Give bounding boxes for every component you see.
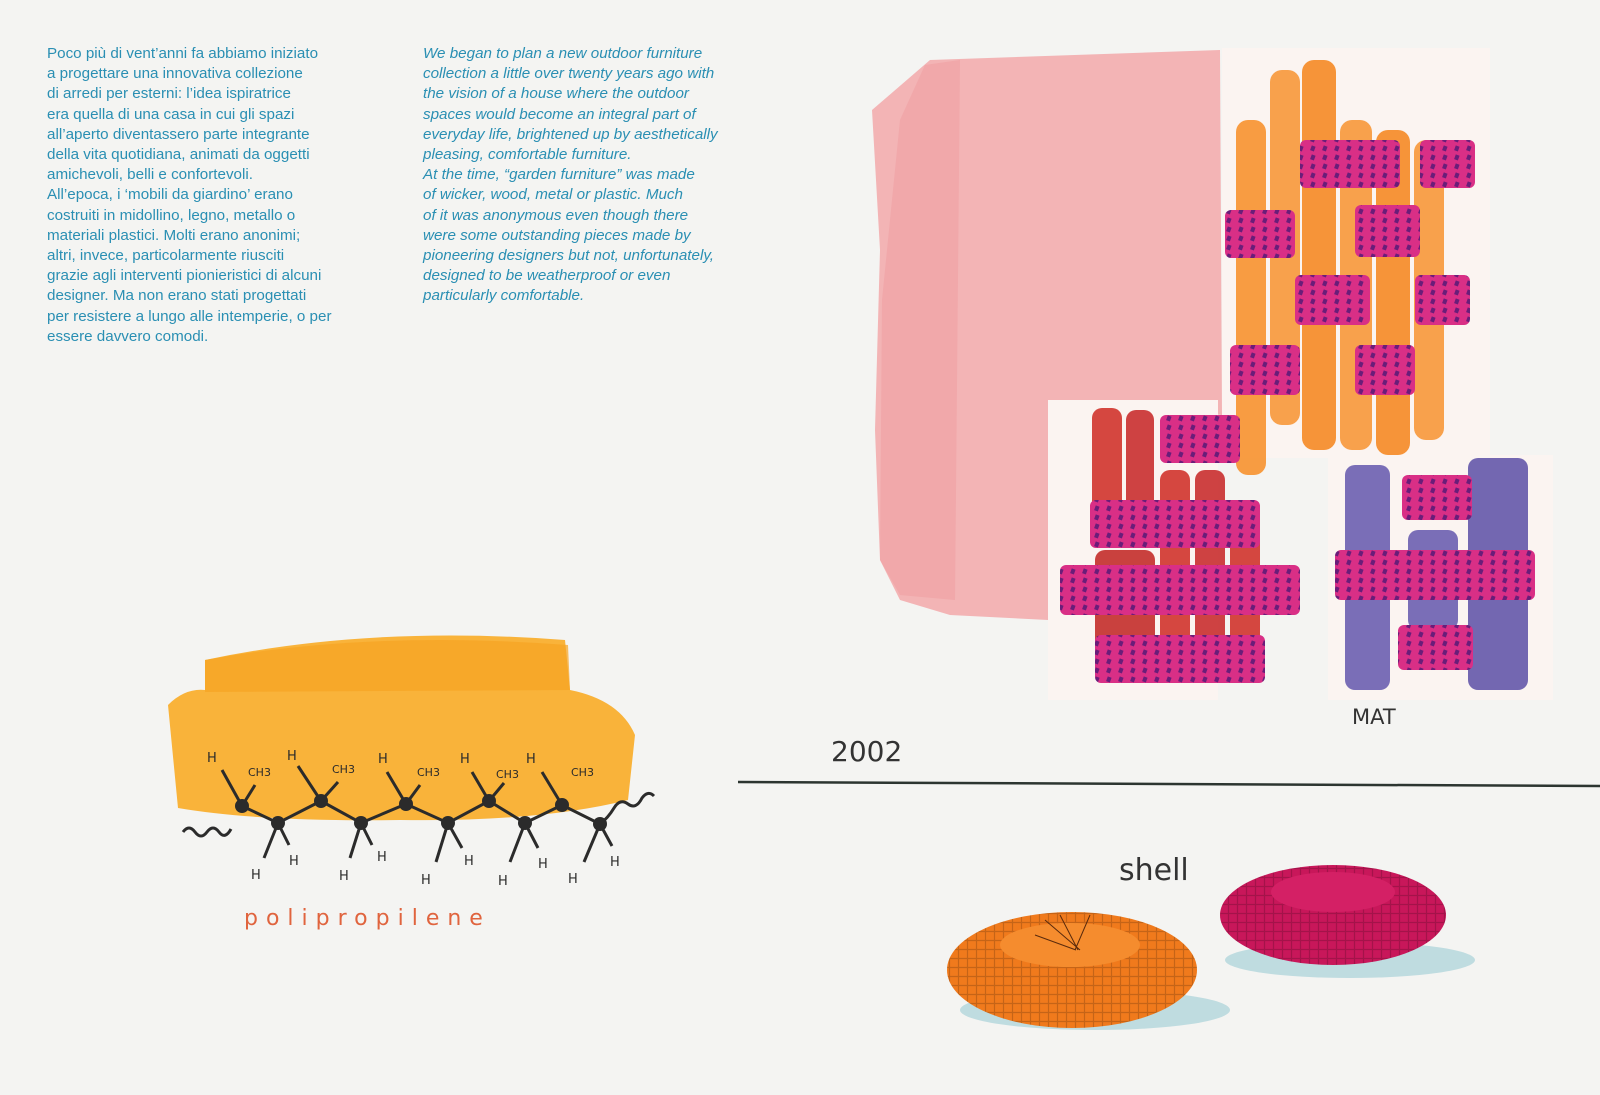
methyl-label: CH3 [417,766,440,779]
polypropylene-label: polipropilene [244,906,491,931]
timeline-line [737,780,1600,788]
h-label: H [538,857,548,872]
pink-wash-swatch [872,50,1222,620]
h-label: H [526,752,536,767]
english-text: We began to plan a new outdoor furniture… [423,45,718,305]
h-label: H [460,752,470,767]
violet-weave-swatch [1328,455,1553,700]
h-label: H [421,873,431,888]
mat-label: MAT [1352,705,1396,729]
magenta-shell-pouf [1220,865,1475,978]
italian-text: Poco più di vent’anni fa abbiamo iniziat… [47,45,332,345]
h-label: H [339,869,349,884]
h-label: H [378,752,388,767]
year-label: 2002 [831,735,903,768]
h-label: H [464,854,474,869]
h-label: H [498,874,508,889]
shell-label: shell [1119,853,1189,888]
methyl-label: CH3 [496,768,519,781]
methyl-label: CH3 [332,763,355,776]
h-label: H [377,850,387,865]
red-weave-swatch [1048,400,1300,700]
molecule-atoms [235,794,607,831]
yellow-brush-swatch [168,635,635,821]
methyl-label: CH3 [248,766,271,779]
h-label: H [287,749,297,764]
orange-weave-swatch [1222,48,1490,475]
h-label: H [251,868,261,883]
orange-shell-pouf [947,912,1230,1030]
h-label: H [568,872,578,887]
h-label: H [289,854,299,869]
h-label: H [207,751,217,766]
methyl-label: CH3 [571,766,594,779]
h-label: H [610,855,620,870]
